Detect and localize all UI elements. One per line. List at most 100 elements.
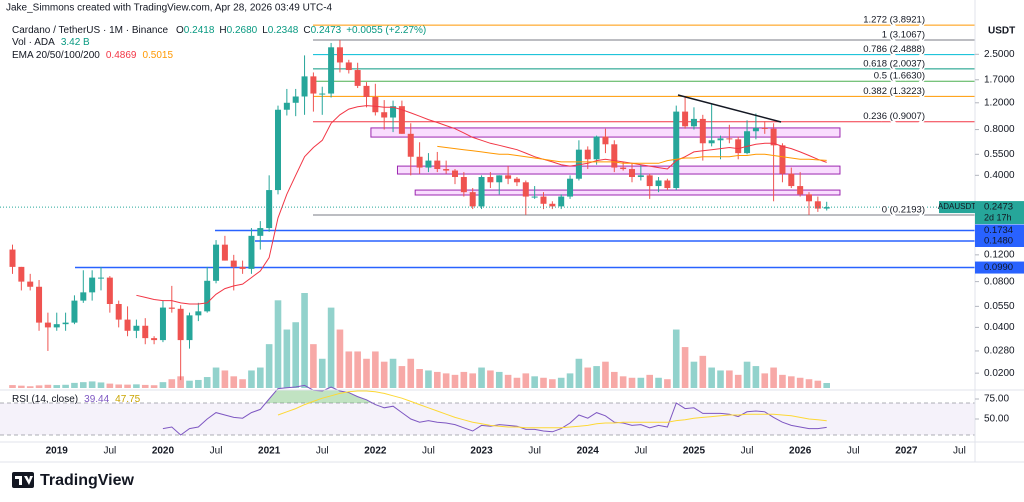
fib-label: 0.618 (2.0037) bbox=[863, 58, 925, 69]
volume-bar bbox=[416, 369, 423, 388]
volume-bar bbox=[44, 384, 52, 388]
volume-bar bbox=[469, 373, 476, 388]
level-label: 0.0990 bbox=[984, 262, 1013, 273]
candle-body bbox=[584, 149, 591, 160]
volume-bar bbox=[761, 373, 769, 388]
x-tick-label: 2026 bbox=[789, 446, 812, 457]
candle-body bbox=[655, 180, 662, 187]
volume-bar bbox=[363, 358, 370, 388]
y-tick-label: 0.0200 bbox=[984, 368, 1015, 379]
candle-body bbox=[142, 325, 149, 339]
volume-bar bbox=[628, 377, 636, 388]
level-label: 0.1734 bbox=[984, 225, 1013, 236]
volume-bar bbox=[593, 366, 600, 388]
volume-bar bbox=[212, 367, 220, 388]
candle-body bbox=[230, 260, 237, 267]
volume-bar bbox=[310, 344, 317, 388]
candle-body bbox=[124, 319, 131, 331]
candle-body bbox=[505, 175, 512, 179]
candle-body bbox=[398, 106, 405, 134]
candle-body bbox=[735, 139, 742, 154]
candle-body bbox=[443, 169, 450, 171]
ohlc-change: +0.0055 (+2.27%) bbox=[346, 25, 426, 36]
candle-body bbox=[62, 322, 69, 325]
candle-body bbox=[673, 111, 680, 189]
volume-bar bbox=[97, 382, 105, 388]
price-pane bbox=[0, 24, 975, 388]
candle-body bbox=[186, 315, 193, 341]
volume-bar bbox=[779, 374, 786, 388]
rsi-legend: RSI (14, close) 39.44 47.75 bbox=[12, 394, 141, 405]
level-tag bbox=[975, 234, 1024, 247]
candle-body bbox=[629, 169, 635, 178]
volume-bar bbox=[425, 370, 432, 388]
level-label: 0.1480 bbox=[984, 236, 1013, 247]
volume-bar bbox=[336, 329, 344, 388]
x-tick-label: Jul bbox=[741, 446, 754, 457]
candle-body bbox=[416, 156, 423, 168]
symbol-tag: ADAUSDT bbox=[938, 202, 976, 211]
footer: TradingView bbox=[12, 472, 135, 489]
candle-body bbox=[522, 182, 529, 197]
candle-body bbox=[761, 127, 768, 129]
level-tag bbox=[975, 224, 1024, 237]
candle-body bbox=[336, 47, 343, 63]
candle-body bbox=[788, 173, 795, 187]
rsi-value: 39.44 bbox=[84, 394, 109, 405]
candle-body bbox=[71, 300, 78, 323]
volume-bar bbox=[372, 351, 379, 388]
volume-bar bbox=[708, 367, 715, 388]
volume-bar bbox=[681, 347, 689, 388]
candle-body bbox=[53, 324, 60, 328]
price-tag-bg bbox=[975, 201, 1024, 225]
candle-body bbox=[301, 76, 308, 97]
candle-body bbox=[726, 138, 733, 140]
volume-bar bbox=[770, 367, 777, 388]
brand: TradingView bbox=[40, 472, 135, 489]
candle-body bbox=[452, 170, 458, 178]
candle-body bbox=[611, 144, 618, 168]
fib-label: 1.272 (3.8921) bbox=[863, 15, 925, 26]
volume-bar bbox=[35, 385, 43, 388]
x-tick-label: Jul bbox=[210, 446, 223, 457]
ema-label: EMA 20/50/100/200 bbox=[12, 50, 100, 61]
trend-line bbox=[677, 94, 782, 123]
x-tick-label: 2025 bbox=[683, 446, 706, 457]
x-tick-label: Jul bbox=[847, 446, 860, 457]
ohlc-value: 0.2418 bbox=[184, 25, 215, 36]
x-tick-label: 2021 bbox=[258, 446, 281, 457]
watermark: Jake_Simmons created with TradingView.co… bbox=[6, 3, 333, 14]
volume-bar bbox=[301, 293, 308, 388]
candle-body bbox=[159, 307, 166, 341]
fib-label: 0.786 (2.4888) bbox=[863, 44, 925, 55]
volume-bar bbox=[602, 361, 609, 388]
volume-bar bbox=[124, 384, 131, 388]
volume-bar bbox=[407, 358, 415, 388]
volume-bar bbox=[265, 344, 273, 388]
volume-bar bbox=[150, 385, 158, 388]
candle-body bbox=[496, 175, 503, 183]
y-tick-label: 0.1200 bbox=[984, 249, 1015, 260]
candle-body bbox=[425, 160, 432, 168]
candle-body bbox=[372, 96, 379, 113]
volume-bar bbox=[71, 382, 78, 388]
candle-body bbox=[558, 196, 565, 207]
candle-body bbox=[478, 177, 485, 207]
candle-body bbox=[549, 203, 556, 207]
candle-body bbox=[513, 178, 520, 183]
candle-body bbox=[682, 111, 689, 127]
volume-bar bbox=[141, 384, 149, 388]
ohlc-key: C bbox=[303, 25, 310, 36]
candle-body bbox=[133, 325, 140, 331]
candle-body bbox=[575, 149, 582, 179]
candle-body bbox=[823, 207, 830, 209]
y-tick-label: 0.5500 bbox=[984, 149, 1015, 160]
x-tick-label: 2027 bbox=[895, 446, 918, 457]
volume-bar bbox=[752, 366, 760, 388]
candle-body bbox=[36, 286, 43, 323]
candle-body bbox=[345, 62, 352, 71]
rsi-band bbox=[0, 403, 975, 435]
candle-body bbox=[89, 277, 96, 293]
volume-bar bbox=[726, 370, 733, 388]
rsi-tick-label: 50.00 bbox=[984, 414, 1009, 425]
